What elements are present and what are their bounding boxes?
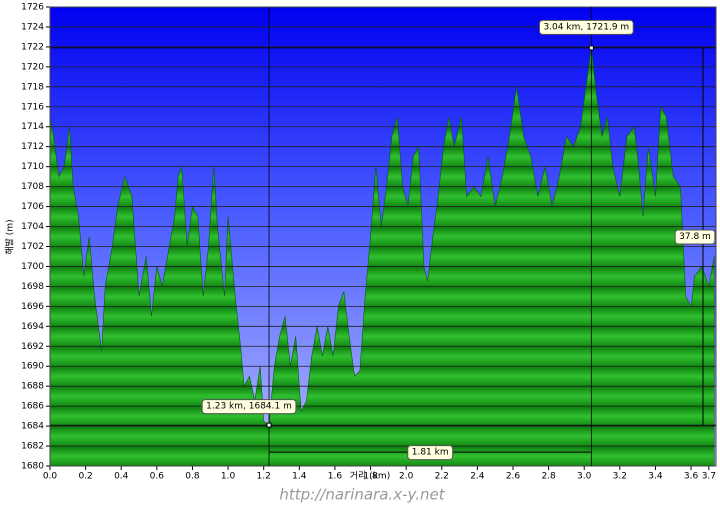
distance-label: 1.81 km <box>412 448 449 458</box>
x-axis-label: 거리 (km) <box>350 471 390 482</box>
y-tick-label: 1700 <box>21 262 44 272</box>
x-tick-label: 3.2 <box>613 472 627 482</box>
x-tick-label: 1.2 <box>257 472 271 482</box>
x-tick-label: 2.0 <box>399 472 414 482</box>
y-tick-label: 1702 <box>21 242 44 252</box>
y-tick-label: 1698 <box>21 282 44 292</box>
y-tick-label: 1708 <box>21 182 44 192</box>
y-tick-label: 1688 <box>21 382 44 392</box>
x-tick-label: 0.8 <box>185 472 200 482</box>
x-tick-label: 2.2 <box>435 472 449 482</box>
x-tick-label: 0.0 <box>43 472 58 482</box>
y-tick-label: 1696 <box>21 302 44 312</box>
x-tick-label: 2.6 <box>506 472 521 482</box>
y-tick-label: 1706 <box>21 202 44 212</box>
x-tick-label: 1.8 <box>363 472 378 482</box>
marker-label-box <box>538 19 634 35</box>
watermark: http://narinara.x-y.net <box>279 486 445 504</box>
y-tick-label: 1710 <box>21 162 44 172</box>
x-tick-label: 1.0 <box>221 472 236 482</box>
y-tick-label: 1722 <box>21 42 44 52</box>
y-tick-label: 1680 <box>21 462 44 472</box>
elevation-diff-label: 37.8 m <box>679 232 711 242</box>
y-tick-label: 1686 <box>21 402 44 412</box>
marker-label-box <box>201 399 297 415</box>
y-axis-label: 해발 (m) <box>5 219 16 254</box>
x-tick-label: 0.4 <box>114 472 129 482</box>
x-tick-label: 3.7 <box>702 472 716 482</box>
y-tick-label: 1694 <box>21 322 44 332</box>
y-tick-label: 1724 <box>21 22 44 32</box>
x-tick-label: 3.0 <box>577 472 592 482</box>
y-tick-label: 1682 <box>21 442 44 452</box>
marker-label: 1.23 km, 1684.1 m <box>206 402 292 412</box>
x-tick-label: 1.4 <box>292 472 307 482</box>
x-tick-label: 1.6 <box>328 472 343 482</box>
elevation-diff-label-box <box>674 229 716 245</box>
marker-label: 3.04 km, 1721.9 m <box>543 22 629 32</box>
y-tick-label: 1726 <box>21 3 44 13</box>
x-tick-label: 2.4 <box>470 472 485 482</box>
y-tick-label: 1690 <box>21 362 44 372</box>
y-tick-label: 1704 <box>21 222 44 232</box>
marker-point <box>588 45 594 51</box>
x-tick-label: 0.2 <box>78 472 92 482</box>
x-tick-label: 3.6 <box>684 472 699 482</box>
y-tick-label: 1684 <box>21 422 44 432</box>
y-tick-label: 1720 <box>21 62 44 72</box>
distance-label-box <box>407 445 454 461</box>
y-tick-label: 1714 <box>21 122 44 132</box>
x-tick-label: 3.4 <box>648 472 663 482</box>
y-tick-label: 1712 <box>21 142 44 152</box>
y-tick-label: 1716 <box>21 102 44 112</box>
y-tick-label: 1718 <box>21 82 44 92</box>
marker-point <box>266 422 272 428</box>
x-tick-label: 2.8 <box>541 472 556 482</box>
y-tick-label: 1692 <box>21 342 44 352</box>
plot-frame <box>49 6 717 467</box>
x-tick-label: 0.6 <box>150 472 165 482</box>
